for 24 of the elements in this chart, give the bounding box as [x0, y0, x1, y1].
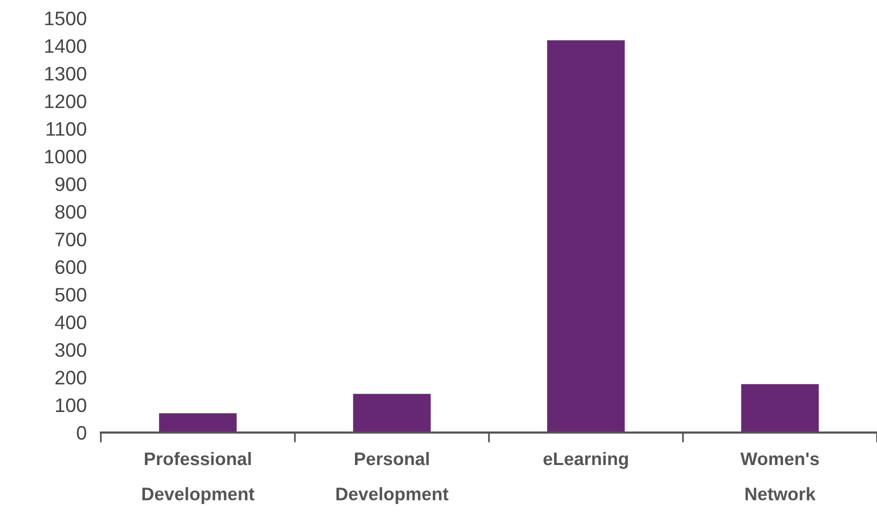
y-tick-label: 1500 [45, 12, 86, 26]
bar [353, 394, 431, 433]
y-tick-label: 1400 [45, 39, 86, 53]
y-tick-label: 200 [56, 370, 86, 385]
bar [741, 384, 819, 433]
y-tick-label: 1100 [46, 122, 86, 136]
y-tick-label: 1000 [45, 150, 86, 164]
y-tick-label: 300 [55, 343, 86, 357]
y-tick-label: 800 [55, 204, 86, 219]
category-label: Personal Development [336, 452, 448, 504]
y-tick-label: 1300 [45, 66, 86, 81]
y-tick-label: 400 [54, 315, 86, 330]
bar [547, 40, 625, 433]
y-tick-label: 0 [76, 426, 86, 440]
y-tick-label: 900 [55, 177, 86, 192]
bar [159, 413, 237, 433]
y-tick-label: 500 [55, 288, 86, 302]
y-tick-label: 100 [56, 398, 86, 412]
x-tick-label: eLearning [544, 452, 628, 469]
y-tick-label: 1200 [45, 94, 86, 108]
category-label: Professional Development [142, 452, 254, 504]
y-tick-label: 600 [56, 260, 86, 274]
category-label: Women's Network [740, 452, 819, 500]
y-tick-label: 700 [56, 232, 86, 246]
